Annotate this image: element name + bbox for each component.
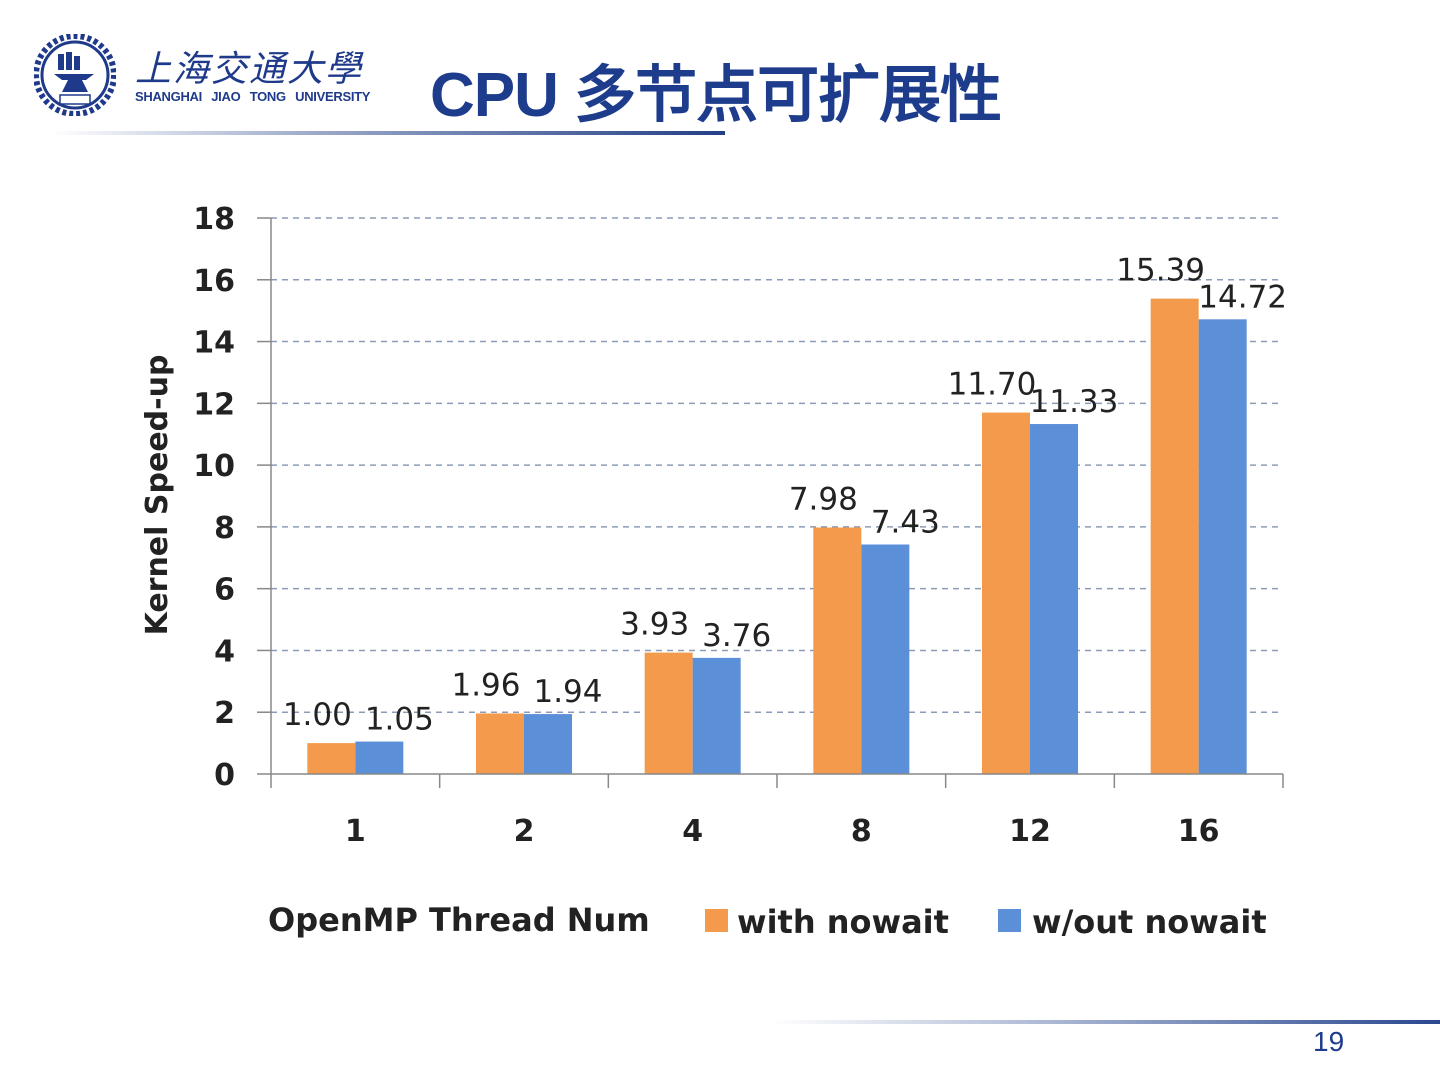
data-label: 1.05 <box>365 702 434 738</box>
bar-with-nowait <box>813 527 862 774</box>
y-tick-label: 18 <box>193 202 235 237</box>
y-tick-label: 0 <box>214 758 235 793</box>
x-axis-title: OpenMP Thread Num <box>268 901 650 939</box>
x-tick-label: 16 <box>1178 814 1220 849</box>
page-number: 19 <box>1313 1026 1345 1057</box>
bar-without-nowait <box>861 544 910 774</box>
y-axis-title: Kernel Speed-up <box>140 355 175 636</box>
university-name-en: SHANGHAI JIAO TONG UNIVERSITY <box>135 89 371 104</box>
data-label: 14.72 <box>1198 279 1287 315</box>
bar-without-nowait <box>1030 424 1078 774</box>
bar-with-nowait <box>644 652 693 774</box>
legend-label-with-nowait: with nowait <box>737 903 949 941</box>
bar-without-nowait <box>692 657 741 774</box>
bar-without-nowait <box>355 741 404 774</box>
data-label: 7.98 <box>789 482 858 518</box>
data-label: 1.96 <box>451 667 520 703</box>
bar-with-nowait <box>307 743 356 774</box>
bar-with-nowait <box>1150 298 1199 774</box>
bar-with-nowait <box>982 412 1030 774</box>
bar-without-nowait <box>1198 319 1247 774</box>
data-label: 1.94 <box>533 674 602 710</box>
data-label: 11.33 <box>1030 384 1119 420</box>
y-tick-label: 10 <box>193 449 235 484</box>
legend-swatch-without-nowait <box>998 909 1021 932</box>
x-tick-label: 8 <box>851 814 872 849</box>
sjtu-logo-icon <box>34 34 116 116</box>
bar-with-nowait <box>476 713 524 774</box>
data-label: 3.93 <box>620 607 689 643</box>
bar-without-nowait <box>524 714 572 774</box>
data-label: 11.70 <box>948 367 1037 403</box>
y-tick-label: 16 <box>193 264 235 299</box>
x-tick-label: 2 <box>514 814 535 849</box>
header-divider <box>50 131 725 135</box>
y-tick-label: 4 <box>214 634 235 669</box>
footer-divider <box>770 1020 1440 1024</box>
x-tick-label: 1 <box>345 814 366 849</box>
y-tick-label: 8 <box>214 511 235 546</box>
y-tick-label: 12 <box>193 387 235 422</box>
data-label: 7.43 <box>871 504 940 540</box>
x-tick-label: 4 <box>682 814 703 849</box>
y-tick-label: 14 <box>193 326 235 361</box>
data-label: 3.76 <box>702 618 771 654</box>
university-name-cn: 上海交通大學 <box>135 49 364 90</box>
legend-swatch-with-nowait <box>705 909 728 932</box>
y-tick-label: 6 <box>214 573 235 608</box>
slide-title: CPU 多节点可扩展性 <box>430 61 1002 130</box>
x-tick-label: 12 <box>1009 814 1051 849</box>
data-label: 1.00 <box>283 697 352 733</box>
data-label: 15.39 <box>1116 253 1205 289</box>
y-tick-label: 2 <box>214 696 235 731</box>
legend-label-without-nowait: w/out nowait <box>1032 903 1267 941</box>
